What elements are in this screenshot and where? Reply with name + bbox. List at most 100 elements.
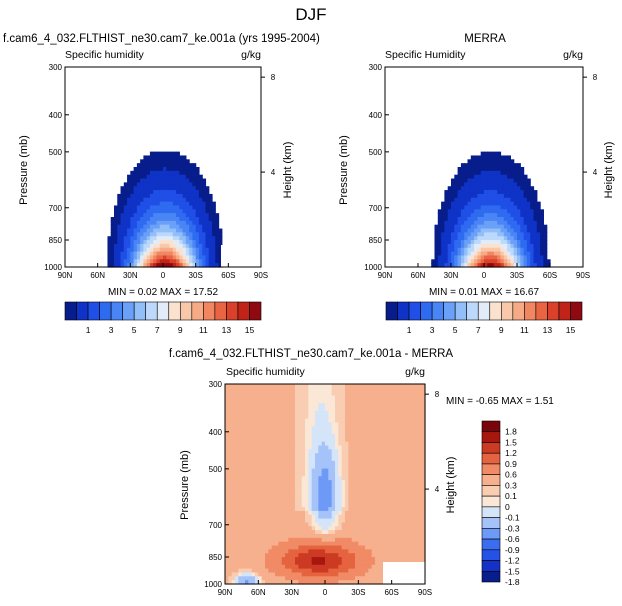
- contour-cell: [355, 522, 359, 527]
- x-tick-label: 90S: [576, 271, 590, 280]
- contour-cell: [285, 384, 289, 389]
- contour-cell: [421, 472, 426, 477]
- contour-cell: [195, 228, 200, 233]
- contour-cell: [120, 255, 125, 260]
- contour-cell: [268, 457, 273, 462]
- contour-cell: [235, 410, 239, 416]
- contour-cell: [318, 568, 323, 574]
- contour-cell: [228, 534, 233, 539]
- contour-cell: [212, 243, 216, 249]
- contour-cell: [231, 464, 236, 470]
- contour-cell: [335, 391, 339, 397]
- contour-cell: [251, 526, 256, 531]
- contour-cell: [265, 541, 269, 547]
- contour-cell: [251, 399, 256, 404]
- contour-cell: [497, 255, 502, 260]
- contour-cell: [490, 217, 495, 222]
- contour-cell: [474, 174, 478, 180]
- contour-cell: [308, 449, 313, 454]
- contour-cell: [480, 259, 485, 264]
- contour-cell: [405, 476, 409, 481]
- contour-cell: [172, 174, 177, 180]
- contour-cell: [355, 464, 359, 470]
- contour-cell: [231, 580, 236, 585]
- contour-cell: [288, 441, 293, 447]
- contour-cell: [268, 484, 273, 489]
- contour-cell: [268, 403, 273, 408]
- contour-cell: [153, 228, 158, 233]
- contour-cell: [311, 534, 316, 539]
- contour-cell: [530, 263, 535, 268]
- contour-cell: [341, 403, 346, 408]
- contour-cell: [218, 263, 223, 268]
- contour-cell: [447, 236, 452, 241]
- contour-cell: [291, 410, 296, 416]
- contour-cell: [520, 236, 525, 241]
- contour-cell: [275, 564, 279, 570]
- contour-cell: [351, 403, 356, 408]
- contour-cell: [315, 503, 319, 508]
- contour-cell: [127, 240, 131, 245]
- contour-cell: [338, 510, 343, 516]
- panel-model-plot: [107, 151, 261, 268]
- contour-cell: [318, 387, 323, 393]
- contour-cell: [311, 430, 316, 435]
- contour-cell: [398, 472, 403, 477]
- contour-cell: [117, 213, 122, 218]
- contour-cell: [381, 434, 386, 439]
- contour-cell: [388, 549, 393, 554]
- contour-cell: [355, 572, 359, 577]
- contour-cell: [315, 391, 319, 397]
- contour-cell: [331, 557, 336, 562]
- contour-cell: [487, 259, 492, 264]
- contour-cell: [467, 163, 472, 168]
- contour-cell: [291, 437, 296, 443]
- contour-cell: [361, 576, 366, 581]
- contour-cell: [305, 572, 309, 577]
- contour-cell: [477, 197, 482, 203]
- contour-cell: [464, 167, 469, 172]
- contour-cell: [143, 209, 148, 214]
- contour-cell: [235, 414, 239, 420]
- contour-cell: [291, 487, 296, 493]
- contour-cell: [418, 553, 423, 558]
- contour-cell: [375, 537, 379, 543]
- contour-cell: [301, 530, 306, 535]
- contour-cell: [401, 460, 406, 466]
- contour-cell: [328, 564, 333, 570]
- contour-cell: [405, 464, 409, 470]
- contour-cell: [308, 560, 313, 566]
- contour-cell: [208, 243, 213, 249]
- contour-cell: [474, 167, 478, 172]
- contour-cell: [225, 426, 229, 431]
- contour-cell: [281, 514, 286, 520]
- contour-cell: [251, 545, 256, 550]
- contour-cell: [241, 499, 246, 504]
- contour-cell: [166, 178, 171, 183]
- contour-cell: [464, 240, 469, 245]
- contour-cell: [484, 240, 488, 245]
- contour-cell: [454, 263, 459, 268]
- contour-cell: [497, 263, 502, 268]
- contour-cell: [265, 464, 269, 470]
- contour-cell: [503, 224, 508, 230]
- contour-cell: [318, 472, 323, 477]
- contour-cell: [503, 174, 508, 180]
- contour-cell: [192, 217, 197, 222]
- contour-cell: [474, 251, 478, 257]
- contour-cell: [474, 159, 478, 164]
- colorbar-box: [408, 301, 421, 321]
- contour-cell: [241, 445, 246, 450]
- contour-cell: [308, 453, 313, 458]
- contour-cell: [464, 205, 469, 210]
- contour-cell: [172, 193, 177, 199]
- contour-cell: [464, 243, 469, 249]
- contour-cell: [378, 426, 383, 431]
- contour-cell: [421, 553, 426, 558]
- contour-cell: [123, 193, 128, 199]
- contour-cell: [172, 205, 177, 210]
- contour-cell: [311, 514, 316, 520]
- contour-cell: [271, 407, 276, 412]
- contour-cell: [153, 240, 158, 245]
- contour-cell: [117, 201, 122, 207]
